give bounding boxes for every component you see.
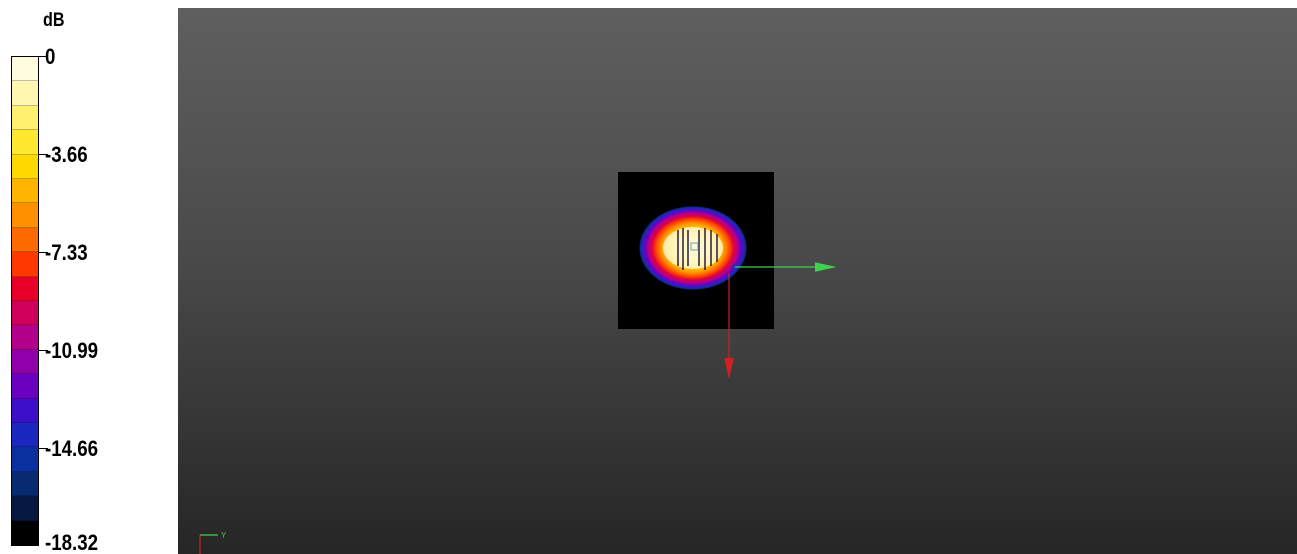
legend-swatch [12, 447, 38, 472]
legend-swatch [12, 398, 38, 423]
legend-label: -14.66 [45, 436, 99, 461]
antenna-array [677, 228, 718, 270]
legend-swatch [12, 276, 38, 301]
legend-swatch [12, 349, 38, 375]
legend-swatch [12, 227, 38, 253]
legend-color-bar [11, 56, 39, 546]
legend-label: -7.33 [45, 240, 88, 265]
legend-swatch [12, 496, 38, 521]
legend-swatch [12, 520, 38, 545]
legend-swatch [12, 130, 38, 155]
legend-swatch [12, 203, 38, 228]
legend-swatch [12, 105, 38, 131]
legend-swatch [12, 471, 38, 497]
legend-swatch [12, 154, 38, 179]
orientation-triad: Y [199, 531, 227, 554]
color-legend: dB 0 -3.66 -7.33 -10.99 -14.66 -18.32 [0, 0, 178, 554]
legend-label-min: -18.32 [45, 530, 99, 554]
legend-tick [39, 252, 48, 253]
legend-swatch [12, 301, 38, 326]
legend-label-max: 0 [45, 44, 56, 69]
legend-label: -10.99 [45, 338, 99, 363]
legend-swatch [12, 252, 38, 277]
feed-port-icon [690, 242, 699, 251]
coordinate-axes [724, 262, 837, 380]
legend-swatch [12, 325, 38, 350]
legend-label: -3.66 [45, 142, 88, 167]
triad-y-label: Y [221, 531, 227, 540]
3d-viewport[interactable]: Y [178, 8, 1297, 554]
legend-swatch [12, 57, 38, 82]
legend-unit-label: dB [43, 10, 65, 31]
legend-tick [39, 350, 48, 351]
legend-swatch [12, 374, 38, 399]
legend-tick [39, 448, 48, 449]
legend-tick [39, 154, 48, 155]
legend-swatch [12, 423, 38, 448]
legend-tick [39, 56, 48, 57]
legend-swatch [12, 81, 38, 106]
scene-canvas[interactable]: Y [178, 8, 1297, 554]
legend-swatch [12, 179, 38, 204]
field-distribution [639, 206, 747, 290]
